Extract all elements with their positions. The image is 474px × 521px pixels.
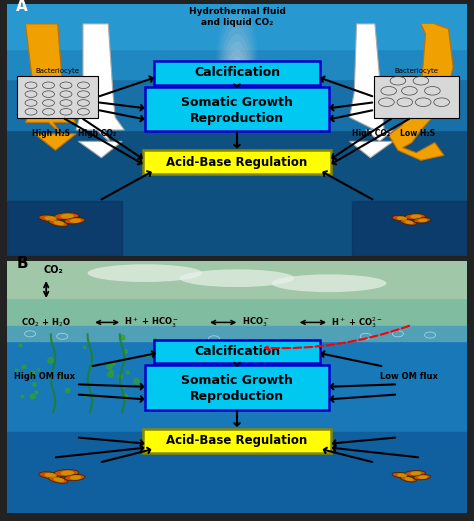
Text: H$^+$ + CO$_3^{2-}$: H$^+$ + CO$_3^{2-}$ [331,315,383,330]
Ellipse shape [88,264,202,282]
Ellipse shape [272,275,386,292]
FancyBboxPatch shape [145,365,329,410]
FancyBboxPatch shape [17,76,98,118]
Ellipse shape [400,219,416,225]
Ellipse shape [404,220,413,224]
Polygon shape [78,141,122,158]
Text: Somatic Growth: Somatic Growth [181,96,293,109]
Text: High CO₂: High CO₂ [78,129,117,138]
Text: High OM flux: High OM flux [14,373,75,381]
Text: Acid-Base Regulation: Acid-Base Regulation [166,156,308,169]
Ellipse shape [404,477,413,481]
Ellipse shape [413,218,430,223]
Ellipse shape [225,42,249,117]
Text: CO$_2$ + H$_2$O: CO$_2$ + H$_2$O [21,316,71,329]
Text: B: B [16,256,28,271]
Ellipse shape [54,221,64,225]
Ellipse shape [54,478,64,482]
Text: Reproduction: Reproduction [190,390,284,403]
Ellipse shape [64,218,85,224]
Text: Somatic Growth: Somatic Growth [181,374,293,387]
Text: CO₂: CO₂ [44,265,64,275]
Ellipse shape [228,57,246,117]
Ellipse shape [413,475,430,480]
Ellipse shape [45,216,57,221]
Text: Hydrothermal fluid
and liquid CO₂: Hydrothermal fluid and liquid CO₂ [189,7,285,27]
Ellipse shape [39,215,61,222]
FancyBboxPatch shape [143,429,331,453]
Text: High H₂S: High H₂S [32,129,71,138]
Bar [7,4,467,130]
Ellipse shape [216,4,258,117]
Text: Bacteriocyte: Bacteriocyte [36,68,80,74]
Ellipse shape [45,473,57,478]
PathPatch shape [389,24,453,160]
Ellipse shape [219,19,255,117]
Polygon shape [76,24,124,143]
Text: HCO$_3^-$: HCO$_3^-$ [242,316,269,329]
Ellipse shape [70,475,81,480]
Ellipse shape [180,269,294,287]
Ellipse shape [397,217,407,220]
Ellipse shape [392,473,410,478]
Bar [7,432,467,513]
Ellipse shape [392,216,410,221]
Text: Calcification: Calcification [194,66,280,79]
FancyBboxPatch shape [143,150,331,174]
Ellipse shape [400,476,416,482]
Bar [352,201,467,256]
Ellipse shape [70,218,81,223]
Ellipse shape [61,470,74,475]
Ellipse shape [48,219,68,227]
Text: Calcification: Calcification [194,345,280,358]
Ellipse shape [226,49,248,117]
Text: Low OM flux: Low OM flux [380,373,438,381]
Ellipse shape [397,474,407,477]
Ellipse shape [405,214,426,219]
Polygon shape [26,24,76,135]
Text: Bacteriocyte: Bacteriocyte [394,68,438,74]
Bar [7,326,467,341]
Ellipse shape [54,469,79,477]
Text: H$^+$ + HCO$_3^-$: H$^+$ + HCO$_3^-$ [124,315,180,329]
Ellipse shape [64,475,85,481]
FancyBboxPatch shape [374,76,459,118]
FancyBboxPatch shape [154,340,320,363]
Polygon shape [350,141,393,158]
Text: Acid-Base Regulation: Acid-Base Regulation [166,434,308,447]
Bar [7,260,467,299]
Text: Low H₂S: Low H₂S [400,129,435,138]
Text: Reproduction: Reproduction [190,112,284,125]
FancyBboxPatch shape [154,60,320,84]
Text: A: A [16,0,28,14]
FancyBboxPatch shape [145,87,329,131]
Ellipse shape [223,34,251,117]
Ellipse shape [39,472,61,479]
Bar [7,201,122,256]
Bar [7,260,467,331]
Ellipse shape [48,476,68,483]
Ellipse shape [418,475,428,479]
Bar [7,4,467,79]
Ellipse shape [54,213,79,220]
Ellipse shape [221,27,253,117]
Text: High CO₂: High CO₂ [352,129,390,138]
Ellipse shape [410,472,421,475]
Polygon shape [35,134,76,150]
Ellipse shape [410,215,421,218]
Ellipse shape [405,470,426,476]
Bar [7,4,467,49]
Ellipse shape [61,214,74,218]
Ellipse shape [418,218,428,222]
Ellipse shape [218,11,256,117]
Polygon shape [350,24,393,141]
